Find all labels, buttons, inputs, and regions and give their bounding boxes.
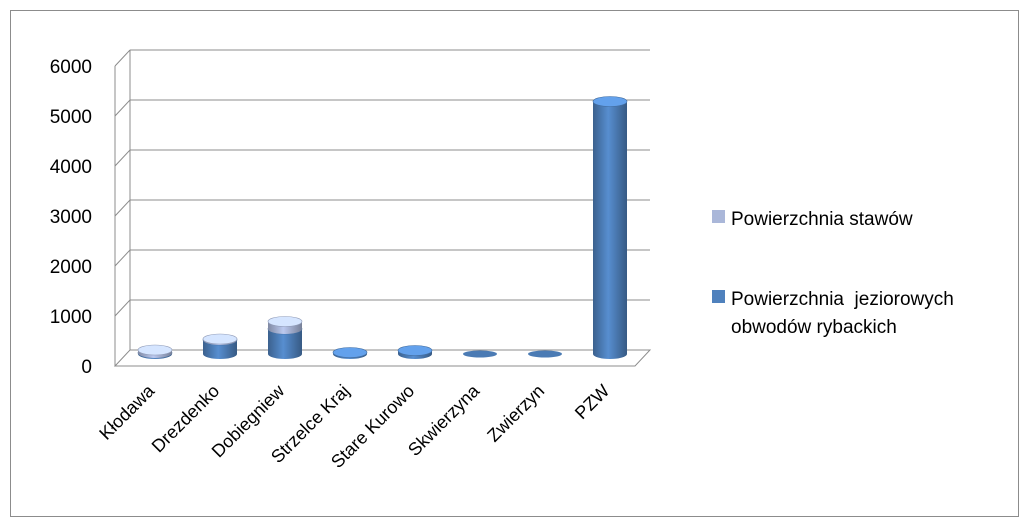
legend: Powierzchnia stawów Powierzchnia jeziorow… <box>712 209 954 338</box>
bar-body <box>593 101 627 359</box>
legend-label: Powierzchnia stawów <box>731 209 913 230</box>
legend-label: obwodów rybackich <box>731 317 897 338</box>
legend-swatch <box>712 290 725 303</box>
bar-segment <box>528 350 562 358</box>
bar-base <box>528 350 562 358</box>
legend-item: Powierzchnia stawów <box>712 209 913 230</box>
bars <box>137 96 628 359</box>
bar-base <box>463 350 497 358</box>
y-tick-label: 2000 <box>50 257 92 278</box>
y-axis-ticks: 0 1000 2000 3000 4000 5000 6000 <box>50 57 92 378</box>
gridline-diagonal <box>114 249 131 267</box>
bar-top <box>332 347 368 358</box>
bar-segment <box>332 347 368 359</box>
bar-body <box>268 329 302 359</box>
y-tick-label: 6000 <box>50 57 92 78</box>
bar-top <box>397 345 433 356</box>
bar-segment <box>592 96 628 359</box>
bar-body <box>203 340 237 359</box>
gridline-diagonal <box>114 299 131 317</box>
y-tick-label: 0 <box>81 357 92 378</box>
legend-label: Powierzchnia jeziorowych <box>731 289 954 310</box>
gridline-diagonal <box>114 199 131 217</box>
bar-segment <box>202 333 238 345</box>
bar-top <box>267 316 303 327</box>
bar-segment <box>137 344 173 358</box>
bar-top <box>137 344 173 356</box>
y-tick-label: 1000 <box>50 307 92 328</box>
floor <box>113 349 652 367</box>
gridline-diagonal <box>114 149 131 167</box>
y-tick-label: 3000 <box>50 207 92 228</box>
y-tick-label: 4000 <box>50 157 92 178</box>
gridline-diagonal <box>114 49 131 67</box>
y-tick-label: 5000 <box>50 107 92 128</box>
bar-top <box>592 96 628 107</box>
chart-frame <box>10 10 1019 517</box>
legend-item: Powierzchnia jeziorowych obwodów rybackic… <box>712 289 954 338</box>
legend-swatch <box>712 210 725 223</box>
bar-top <box>202 333 238 345</box>
bar-segment <box>267 316 303 334</box>
bar-segment <box>463 350 497 358</box>
gridlines <box>114 49 650 317</box>
gridline-diagonal <box>114 99 131 117</box>
bar-segment <box>397 345 433 359</box>
